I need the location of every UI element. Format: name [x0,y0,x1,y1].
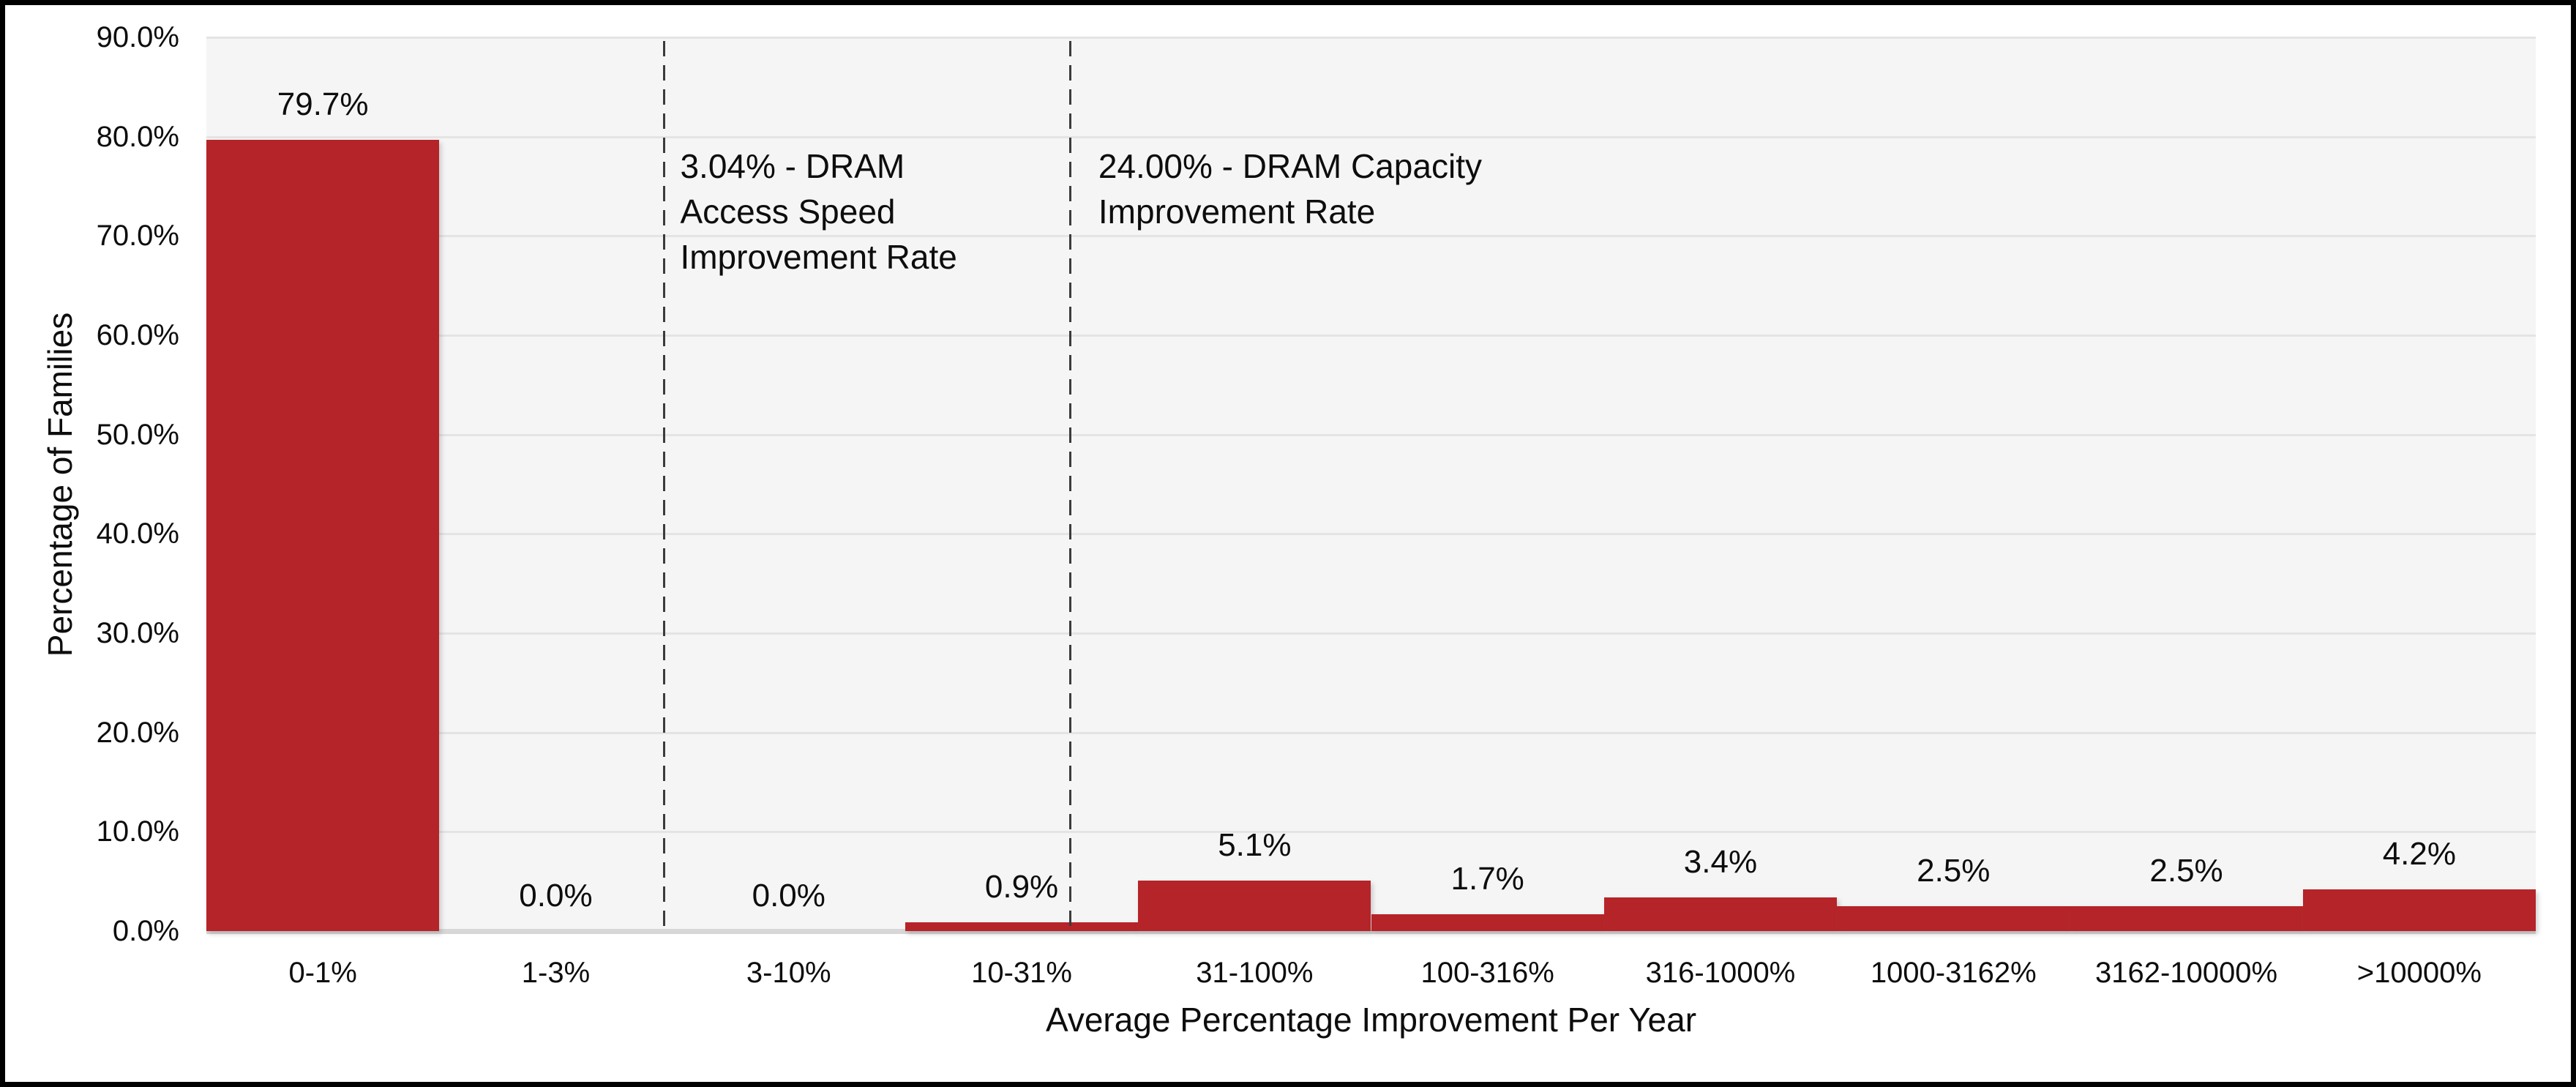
annotation-text: 3.04% - DRAM Access Speed Improvement Ra… [680,147,957,276]
bar-value-label: 79.7% [277,86,369,122]
y-axis-tick-label: 60.0% [96,319,179,351]
bar-value-label: 2.5% [2149,853,2223,889]
x-axis-tick-label: 1-3% [521,957,591,989]
y-axis-tick-label: 50.0% [96,418,179,451]
y-axis-tick-label: 10.0% [96,815,179,848]
plot-area: 79.7% 0.0% 0.0% 0.9% 5.1% 1.7% 3.4% 2.5% 2.5% 4.2… [206,37,2536,934]
gridline [206,335,2536,337]
bar [1837,906,2070,931]
gridline [206,831,2536,834]
x-axis-line [206,929,2536,934]
bar-value-label: 0.0% [752,878,825,914]
bar-value-label: 5.1% [1218,826,1292,863]
x-axis-tick-label: 31-100% [1196,957,1314,989]
x-axis-tick-label: 3-10% [746,957,831,989]
reference-dashed-line [1069,41,1072,928]
x-axis-tick-label: >10000% [2356,957,2482,989]
bar [1603,897,1838,931]
x-axis-tick-label: 0-1% [288,957,357,989]
y-axis-tick-label: 90.0% [96,21,179,53]
reference-dashed-line [662,41,665,928]
y-axis-tick-label: 20.0% [96,716,179,749]
gridline [206,533,2536,536]
y-axis-tick-label: 40.0% [96,518,179,550]
gridline [206,135,2536,138]
x-axis-tick-label: 1000-3162% [1870,957,2037,989]
bar [206,139,440,931]
bar-value-label: 1.7% [1450,860,1524,897]
bar [905,922,1139,931]
bar-value-label: 3.4% [1683,843,1758,880]
bar [1138,880,1371,931]
bar-value-label: 0.0% [519,878,593,914]
x-axis-tick-label: 316-1000% [1645,957,1796,989]
gridline [206,433,2536,436]
bar-value-label: 0.9% [984,868,1059,905]
x-axis-title: Average Percentage Improvement Per Year [1045,1001,1697,1039]
y-axis-tick-label: 80.0% [96,120,179,153]
bar [1371,914,1604,931]
bar [2070,906,2303,931]
y-axis-tick-label: 70.0% [96,220,179,253]
x-axis-tick-label: 100-316% [1420,957,1554,989]
x-axis-tick-label: 3162-10000% [2094,957,2278,989]
gridline [206,37,2536,39]
y-axis-tick-label: 30.0% [96,617,179,649]
gridline [206,731,2536,734]
gridline [206,235,2536,238]
bar-value-label: 4.2% [2382,836,2456,873]
gridline [206,632,2536,635]
bar-value-label: 2.5% [1917,853,1991,889]
y-axis-tick-label: 0.0% [112,915,179,947]
annotation-text: 24.00% - DRAM Capacity Improvement Rate [1098,147,1482,231]
y-axis-title: Percentage of Families [41,312,79,657]
x-axis-tick-label: 10-31% [971,957,1072,989]
bar [2302,889,2536,931]
